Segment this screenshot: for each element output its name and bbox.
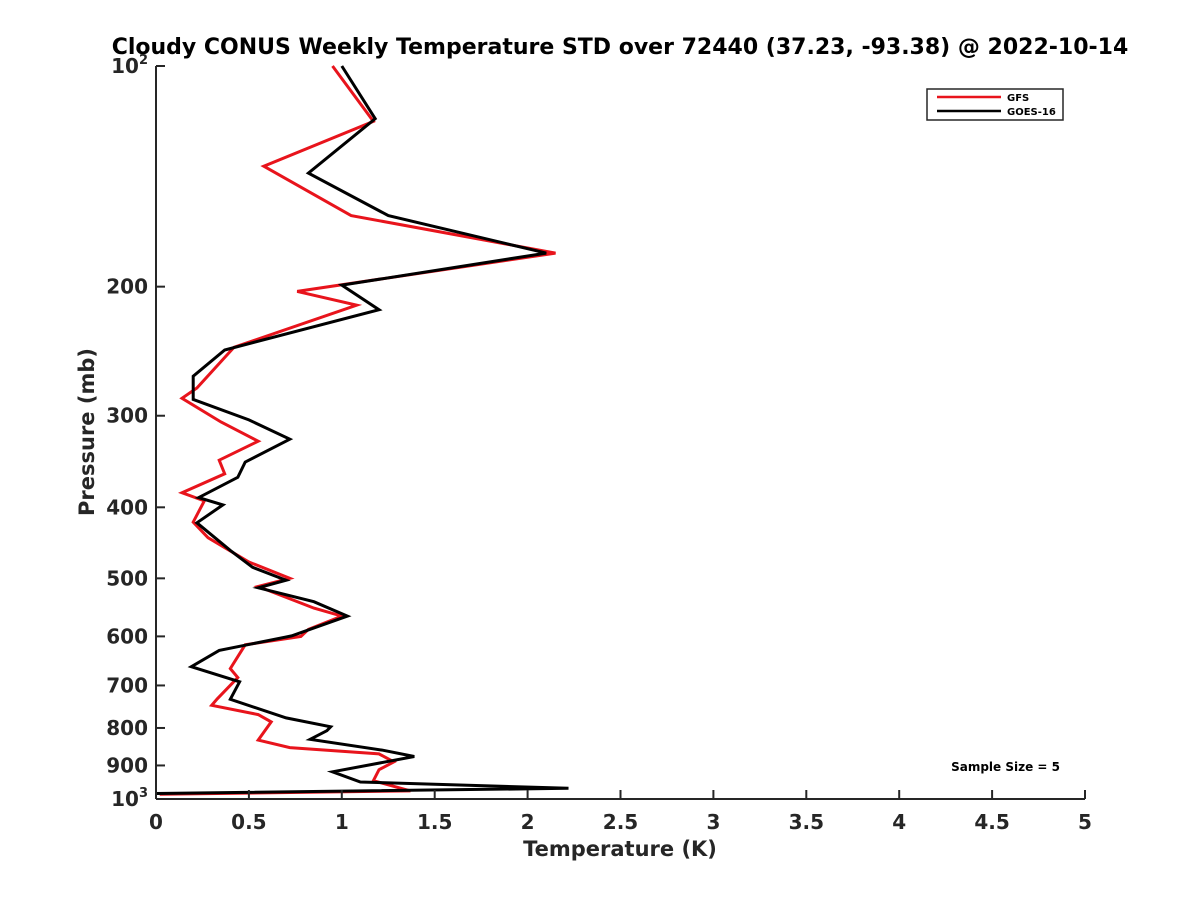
legend-box <box>926 88 1064 121</box>
tick-labels: 0 0.5 1 1.5 2 2.5 3 3.5 4 4.5 5 102 200 300 400 500 600 7… <box>106 53 1092 834</box>
legend-label: GFS <box>1007 93 1029 104</box>
y-tick-label: 102 <box>111 53 148 78</box>
sample-size-annotation: Sample Size = 5 <box>951 760 1060 774</box>
x-tick-label: 2.5 <box>603 810 638 834</box>
y-axis-label: Pressure (mb) <box>75 348 99 516</box>
y-tick-label: 600 <box>106 624 148 648</box>
x-tick-label: 1 <box>335 810 349 834</box>
y-tick-label: 900 <box>106 753 148 777</box>
y-tick-label: 700 <box>106 673 148 697</box>
x-tick-label: 3.5 <box>789 810 824 834</box>
y-tick-label: 800 <box>106 716 148 740</box>
legend-label: GOES-16 <box>1007 107 1056 118</box>
x-tick-label: 2 <box>521 810 535 834</box>
axes <box>155 65 1086 800</box>
y-tick-label: 300 <box>106 404 148 428</box>
series-line-gfs <box>159 65 556 796</box>
y-tick-label: 103 <box>111 786 148 811</box>
chart-title: Cloudy CONUS Weekly Temperature STD over… <box>112 35 1129 60</box>
x-tick-label: 0.5 <box>231 810 266 834</box>
series-line-goes-16 <box>155 65 569 795</box>
y-tick-label: 500 <box>106 566 148 590</box>
series-lines <box>155 65 569 796</box>
x-axis-label: Temperature (K) <box>523 837 717 861</box>
x-tick-label: 4 <box>892 810 906 834</box>
x-tick-label: 0 <box>149 810 163 834</box>
y-tick-label: 200 <box>106 275 148 299</box>
x-tick-label: 3 <box>706 810 720 834</box>
x-tick-label: 4.5 <box>974 810 1009 834</box>
x-tick-label: 5 <box>1078 810 1092 834</box>
legend: GFS GOES-16 <box>926 88 1064 121</box>
x-tick-label: 1.5 <box>417 810 452 834</box>
y-tick-label: 400 <box>106 495 148 519</box>
